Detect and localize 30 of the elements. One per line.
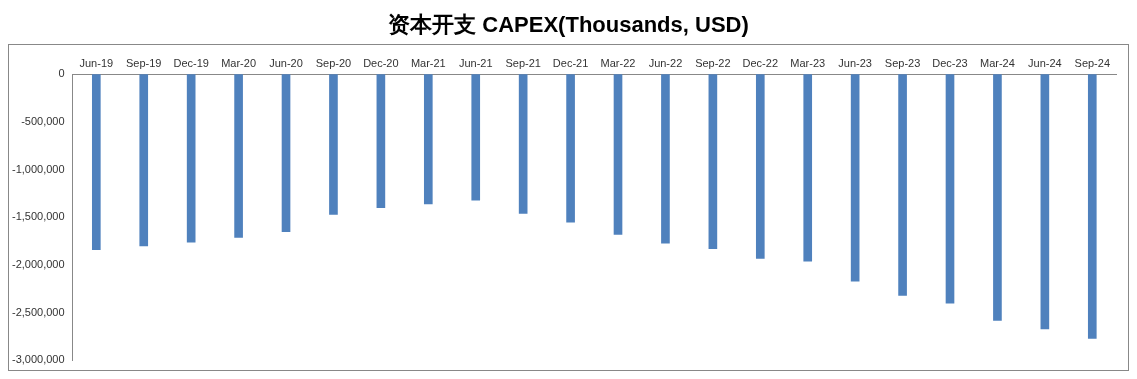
y-tick-label: -3,000,000 (11, 353, 65, 366)
x-tick-label: Dec-21 (552, 56, 589, 69)
x-tick-label: Sep-21 (505, 56, 541, 69)
x-tick-label: Jun-21 (458, 56, 493, 69)
x-tick-label: Sep-23 (884, 56, 921, 69)
chart-title: 资本开支 CAPEX(Thousands, USD) (387, 11, 750, 39)
y-tick-label: -1,500,000 (11, 210, 65, 223)
y-tick-label: -500,000 (21, 114, 65, 127)
x-tick-label: Mar-21 (410, 56, 446, 69)
x-tick-label: Mar-20 (221, 56, 257, 69)
y-tick-label: -1,000,000 (11, 162, 65, 175)
x-tick-label: Sep-19 (126, 56, 162, 69)
x-tick-label: Mar-24 (980, 56, 1015, 69)
y-tick-label: -2,000,000 (11, 258, 65, 271)
x-tick-label: Sep-20 (315, 56, 352, 69)
x-tick-label: Dec-22 (742, 56, 779, 69)
y-tick-label: -2,500,000 (11, 305, 65, 318)
x-tick-label: Jun-22 (648, 56, 683, 69)
x-tick-label: Dec-19 (173, 56, 209, 69)
x-tick-label: Jun-24 (1028, 56, 1062, 69)
y-tick-label: 0 (58, 67, 65, 80)
x-tick-label: Sep-24 (1074, 56, 1111, 69)
x-tick-label: Dec-20 (363, 56, 399, 69)
x-tick-label: Sep-22 (695, 56, 731, 69)
x-tick-label: Mar-22 (600, 56, 636, 69)
x-tick-label: Jun-19 (79, 56, 114, 69)
x-tick-label: Mar-23 (790, 56, 826, 69)
x-tick-label: Jun-23 (838, 56, 872, 69)
x-tick-label: Jun-20 (269, 56, 303, 69)
x-tick-label: Dec-23 (932, 56, 968, 69)
